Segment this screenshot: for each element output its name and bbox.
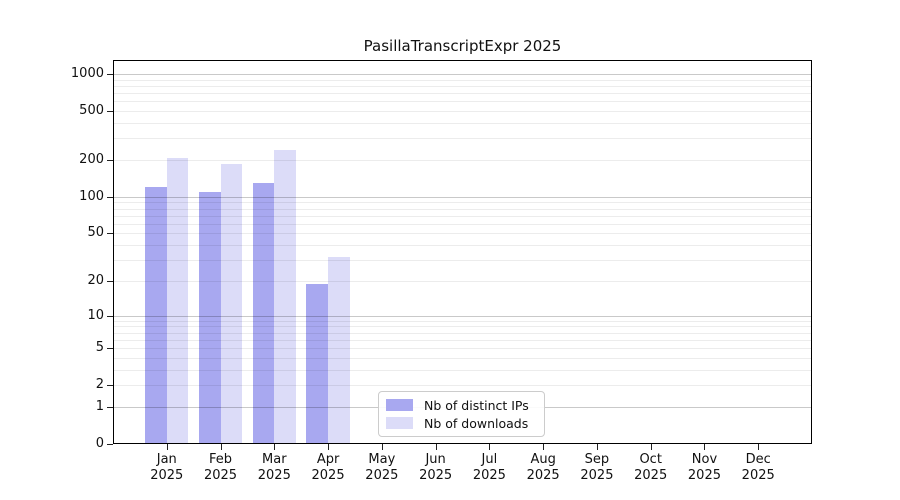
gridline-minor <box>114 280 811 282</box>
x-tick-mark <box>220 444 222 450</box>
y-tick-label: 1000 <box>70 66 104 82</box>
legend-item-distinct-ips: Nb of distinct IPs <box>386 396 536 414</box>
gridline-minor <box>114 260 811 262</box>
y-tick-label: 5 <box>95 340 104 356</box>
x-tick-mark <box>489 444 491 450</box>
legend: Nb of distinct IPs Nb of downloads <box>378 391 545 437</box>
y-tick-mark <box>107 406 113 408</box>
x-tick-mark <box>328 444 330 450</box>
x-tick-label: Sep 2025 <box>580 452 614 483</box>
gridline-minor <box>114 326 811 328</box>
gridline-major <box>114 196 811 198</box>
gridline-minor <box>114 123 811 125</box>
x-tick-mark <box>596 444 598 450</box>
chart-title: PasillaTranscriptExpr 2025 <box>363 37 562 55</box>
gridline-minor <box>114 348 811 350</box>
y-tick-mark <box>107 444 113 445</box>
legend-item-downloads: Nb of downloads <box>386 414 536 432</box>
legend-swatch-distinct-ips-icon <box>386 399 413 411</box>
gridline-minor <box>114 369 811 371</box>
gridline-minor <box>114 233 811 235</box>
gridline-minor <box>114 357 811 359</box>
gridline-minor <box>114 101 811 103</box>
x-tick-mark <box>381 444 383 450</box>
y-tick-label: 0 <box>95 436 104 451</box>
x-tick-label: Oct 2025 <box>634 452 668 483</box>
x-tick-label: Jan 2025 <box>150 452 184 483</box>
x-tick-mark <box>166 444 168 450</box>
y-tick-label: 200 <box>79 152 104 167</box>
gridline-minor <box>114 138 811 140</box>
x-tick-label: Apr 2025 <box>311 452 345 483</box>
x-tick-label: May 2025 <box>365 452 399 483</box>
y-tick-label: 100 <box>79 188 104 204</box>
y-tick-label: 10 <box>87 307 104 323</box>
plot-area <box>113 60 812 444</box>
x-tick-label: Feb 2025 <box>203 452 238 483</box>
y-tick-mark <box>107 233 113 235</box>
x-tick-label: Dec 2025 <box>741 452 775 483</box>
x-tick-mark <box>650 444 652 450</box>
legend-swatch-downloads-icon <box>386 417 413 429</box>
bar-downloads-mar <box>274 149 296 443</box>
x-tick-label: Mar 2025 <box>257 452 291 483</box>
y-tick-label: 500 <box>79 103 104 119</box>
y-tick-mark <box>107 280 113 282</box>
y-tick-mark <box>107 74 113 76</box>
bar-downloads-apr <box>328 256 350 443</box>
gridline-major <box>114 74 811 76</box>
gridline-minor <box>114 160 811 161</box>
gridline-minor <box>114 385 811 387</box>
gridline-minor <box>114 223 811 225</box>
y-tick-label: 2 <box>95 377 104 393</box>
y-tick-mark <box>107 111 113 113</box>
x-tick-mark <box>704 444 706 450</box>
bars-layer <box>114 61 811 443</box>
gridline-minor <box>114 208 811 210</box>
x-tick-label: Jul 2025 <box>472 452 506 483</box>
gridline-minor <box>114 202 811 204</box>
y-tick-mark <box>107 385 113 387</box>
gridline-minor <box>114 245 811 247</box>
y-tick-label: 50 <box>87 225 104 241</box>
gridline-minor <box>114 79 811 81</box>
x-tick-mark <box>435 444 437 450</box>
x-tick-mark <box>543 444 545 450</box>
gridline-minor <box>114 93 811 95</box>
bar-downloads-jan <box>166 157 189 443</box>
gridline-minor <box>114 111 811 113</box>
y-tick-mark <box>107 196 113 198</box>
bar-distinct-ips-feb <box>198 191 221 443</box>
bar-distinct-ips-apr <box>306 283 329 443</box>
legend-label-downloads: Nb of downloads <box>424 415 529 431</box>
legend-label-distinct-ips: Nb of distinct IPs <box>424 397 529 413</box>
bar-distinct-ips-jan <box>145 187 167 443</box>
gridline-minor <box>114 215 811 217</box>
y-tick-label: 20 <box>87 272 104 288</box>
y-tick-mark <box>107 315 113 317</box>
bar-distinct-ips-mar <box>252 182 275 443</box>
x-tick-label: Nov 2025 <box>687 452 721 483</box>
x-tick-label: Jun 2025 <box>419 452 453 483</box>
gridline-minor <box>114 320 811 322</box>
gridline-minor <box>114 332 811 334</box>
x-tick-mark <box>274 444 276 450</box>
x-tick-mark <box>758 444 760 450</box>
y-tick-mark <box>107 348 113 350</box>
gridline-minor <box>114 85 811 87</box>
bar-downloads-feb <box>220 164 243 443</box>
y-tick-mark <box>107 160 113 161</box>
gridline-major <box>114 315 811 317</box>
gridlines-layer <box>114 61 811 443</box>
y-tick-label: 1 <box>95 398 104 414</box>
gridline-minor <box>114 339 811 341</box>
x-tick-label: Aug 2025 <box>526 452 560 483</box>
